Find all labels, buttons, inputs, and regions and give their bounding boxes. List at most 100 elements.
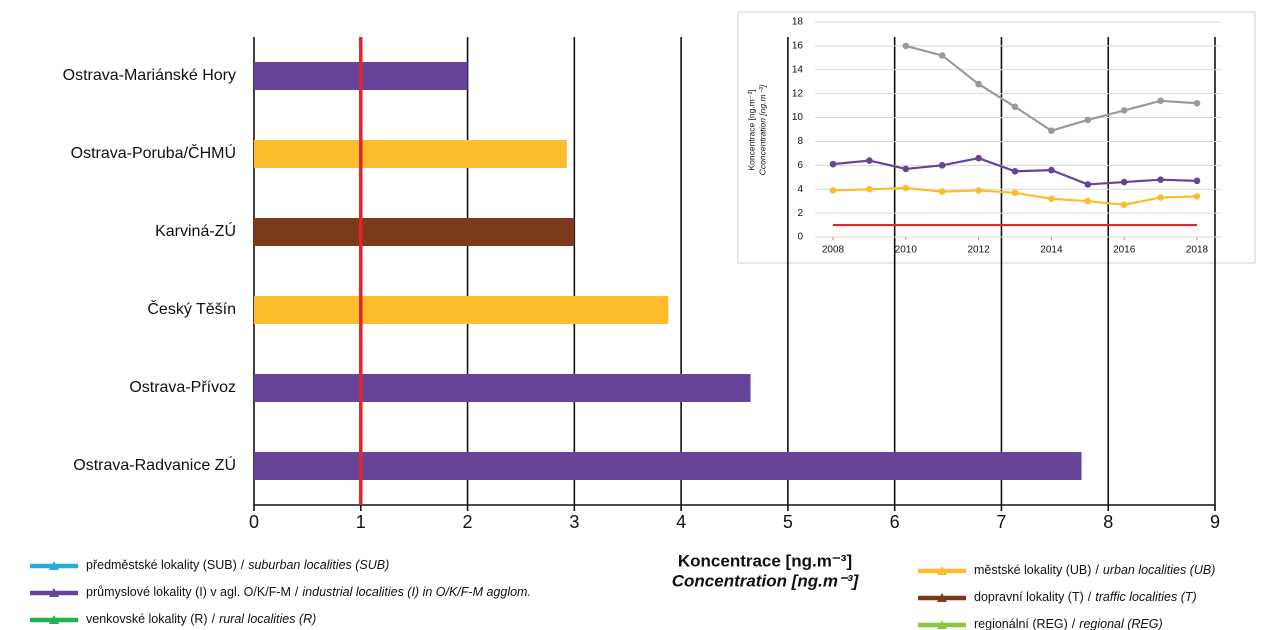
x-tick-label: 7 <box>996 512 1006 532</box>
series-marker <box>902 184 910 192</box>
series-marker <box>938 188 946 195</box>
x-tick-label: 4 <box>676 512 686 532</box>
legend-marker <box>49 561 59 570</box>
legend-separator: / <box>1088 590 1092 604</box>
legend-label: regionální (REG) / regional (REG) <box>974 617 1163 630</box>
y-tick-label: Ostrava-Mariánské Hory <box>63 67 236 84</box>
x-tick-label: 2 <box>463 512 473 532</box>
series-marker <box>866 157 873 164</box>
legend-marker <box>937 593 947 602</box>
x-tick-label: 0 <box>249 512 259 532</box>
x-tick-label: 2010 <box>895 245 918 256</box>
x-tick-label: 2012 <box>967 245 990 256</box>
y-tick-label: 8 <box>797 136 803 147</box>
series-marker <box>1120 178 1128 186</box>
legend-name: venkovské lokality (R) <box>86 612 208 626</box>
series-marker <box>1157 176 1164 183</box>
legend-marker <box>937 566 947 575</box>
series-marker <box>829 187 837 194</box>
legend-marker <box>937 620 947 629</box>
x-tick-label: 3 <box>569 512 579 532</box>
series-marker <box>1011 103 1019 111</box>
legend-separator: / <box>1095 563 1099 577</box>
y-tick-label: 0 <box>797 232 803 243</box>
x-axis-title: Koncentrace [ng.m⁻³] <box>678 551 852 570</box>
legend-separator: / <box>295 585 299 599</box>
series-marker <box>829 160 837 168</box>
legend-separator: / <box>241 558 245 572</box>
bar <box>254 374 751 402</box>
x-tick-label: 2018 <box>1186 245 1209 256</box>
series-marker <box>1011 189 1019 197</box>
legend-name: městské lokality (UB) <box>974 563 1091 577</box>
y-axis-title-en: Cconcentration [ng.m⁻³] <box>757 84 767 175</box>
x-tick-label: 6 <box>890 512 900 532</box>
series-marker <box>902 42 910 50</box>
x-tick-label: 2008 <box>822 245 845 256</box>
y-tick-label: Český Těšín <box>147 299 236 318</box>
x-tick-label: 8 <box>1103 512 1113 532</box>
legend-label: předměstské lokality (SUB) / suburban loca… <box>86 558 389 572</box>
y-tick-label: Karviná-ZÚ <box>155 221 236 240</box>
y-tick-label: 12 <box>792 88 804 99</box>
series-marker <box>1193 193 1201 200</box>
legend-separator: / <box>1072 617 1076 630</box>
series-marker <box>902 165 910 173</box>
legend-name-en: regional (REG) <box>1079 617 1162 630</box>
legend-name: regionální (REG) <box>974 617 1068 630</box>
series-marker <box>1120 201 1128 209</box>
series-marker <box>1157 194 1164 201</box>
x-axis-title-en: Concentration [ng.m⁻³] <box>672 571 860 590</box>
legend-name: dopravní lokality (T) <box>974 590 1084 604</box>
series-marker <box>1157 97 1164 105</box>
series-marker <box>975 154 982 162</box>
x-tick-label: 2016 <box>1113 245 1136 256</box>
y-tick-label: Ostrava-Poruba/ČHMÚ <box>71 143 236 162</box>
x-tick-label: 9 <box>1210 512 1220 532</box>
y-tick-label: 18 <box>792 17 804 28</box>
y-axis-title: Koncentrace [ng.m⁻³] <box>746 89 756 170</box>
legend-separator: / <box>212 612 216 626</box>
series-marker <box>1048 195 1055 203</box>
legend-name-en: suburban localities (SUB) <box>248 558 389 572</box>
series-marker <box>938 162 946 169</box>
x-tick-label: 1 <box>356 512 366 532</box>
legend-name-en: industrial localities (I) in O/K/F-M agg… <box>302 585 531 599</box>
legend-marker <box>49 615 59 624</box>
x-tick-label: 5 <box>783 512 793 532</box>
legend-label: průmyslové lokality (I) v agl. O/K/F-M / i… <box>86 585 531 599</box>
y-tick-label: 6 <box>797 160 803 171</box>
bar <box>254 218 575 246</box>
legend-name: průmyslové lokality (I) v agl. O/K/F-M <box>86 585 291 599</box>
legend-name-en: urban localities (UB) <box>1103 563 1216 577</box>
legend-marker <box>49 588 59 597</box>
series-marker <box>938 52 946 59</box>
inset-frame <box>737 11 1256 264</box>
series-marker <box>1011 168 1019 175</box>
series-marker <box>1048 127 1055 134</box>
y-tick-label: 2 <box>797 208 803 219</box>
bar <box>254 296 669 324</box>
y-tick-label: 10 <box>792 112 804 123</box>
series-marker <box>975 187 982 194</box>
legend-name-en: rural localities (R) <box>219 612 316 626</box>
x-tick-label: 2014 <box>1040 245 1063 256</box>
series-marker <box>866 185 873 193</box>
bar <box>254 140 567 168</box>
series-marker <box>975 80 982 88</box>
legend-label: dopravní lokality (T) / traffic localities… <box>974 590 1197 604</box>
y-tick-label: Ostrava-Radvanice ZÚ <box>73 455 236 474</box>
series-marker <box>1084 116 1092 124</box>
series-marker <box>1193 177 1201 185</box>
series-marker <box>1084 181 1092 188</box>
bar <box>254 452 1082 480</box>
series-marker <box>1048 166 1055 174</box>
y-tick-label: 14 <box>792 64 804 75</box>
legend-name: předměstské lokality (SUB) <box>86 558 237 572</box>
y-tick-label: Ostrava-Přívoz <box>129 379 236 396</box>
series-marker <box>1120 107 1128 114</box>
legend-label: venkovské lokality (R) / rural localities … <box>86 612 316 626</box>
series-marker <box>1193 99 1201 107</box>
y-tick-label: 4 <box>797 184 803 195</box>
